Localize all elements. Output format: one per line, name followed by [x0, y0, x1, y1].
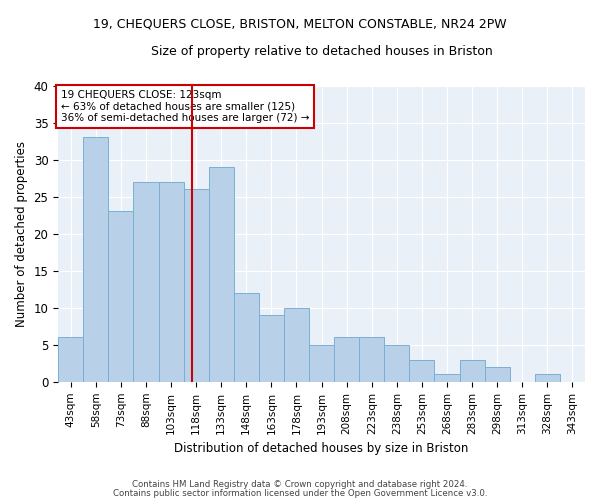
Bar [158, 182, 184, 382]
Bar [133, 182, 158, 382]
Bar [434, 374, 460, 382]
Title: Size of property relative to detached houses in Briston: Size of property relative to detached ho… [151, 45, 493, 58]
Bar [460, 360, 485, 382]
Bar [309, 345, 334, 382]
Bar [284, 308, 309, 382]
Bar [334, 338, 359, 382]
Y-axis label: Number of detached properties: Number of detached properties [15, 140, 28, 326]
Bar [209, 167, 234, 382]
Text: 19, CHEQUERS CLOSE, BRISTON, MELTON CONSTABLE, NR24 2PW: 19, CHEQUERS CLOSE, BRISTON, MELTON CONS… [93, 18, 507, 30]
Text: 19 CHEQUERS CLOSE: 123sqm
← 63% of detached houses are smaller (125)
36% of semi: 19 CHEQUERS CLOSE: 123sqm ← 63% of detac… [61, 90, 309, 123]
Bar [109, 212, 133, 382]
Text: Contains public sector information licensed under the Open Government Licence v3: Contains public sector information licen… [113, 489, 487, 498]
Bar [58, 338, 83, 382]
X-axis label: Distribution of detached houses by size in Briston: Distribution of detached houses by size … [175, 442, 469, 455]
Bar [259, 315, 284, 382]
Bar [485, 367, 510, 382]
Bar [409, 360, 434, 382]
Bar [535, 374, 560, 382]
Text: Contains HM Land Registry data © Crown copyright and database right 2024.: Contains HM Land Registry data © Crown c… [132, 480, 468, 489]
Bar [359, 338, 384, 382]
Bar [83, 138, 109, 382]
Bar [184, 189, 209, 382]
Bar [234, 293, 259, 382]
Bar [384, 345, 409, 382]
